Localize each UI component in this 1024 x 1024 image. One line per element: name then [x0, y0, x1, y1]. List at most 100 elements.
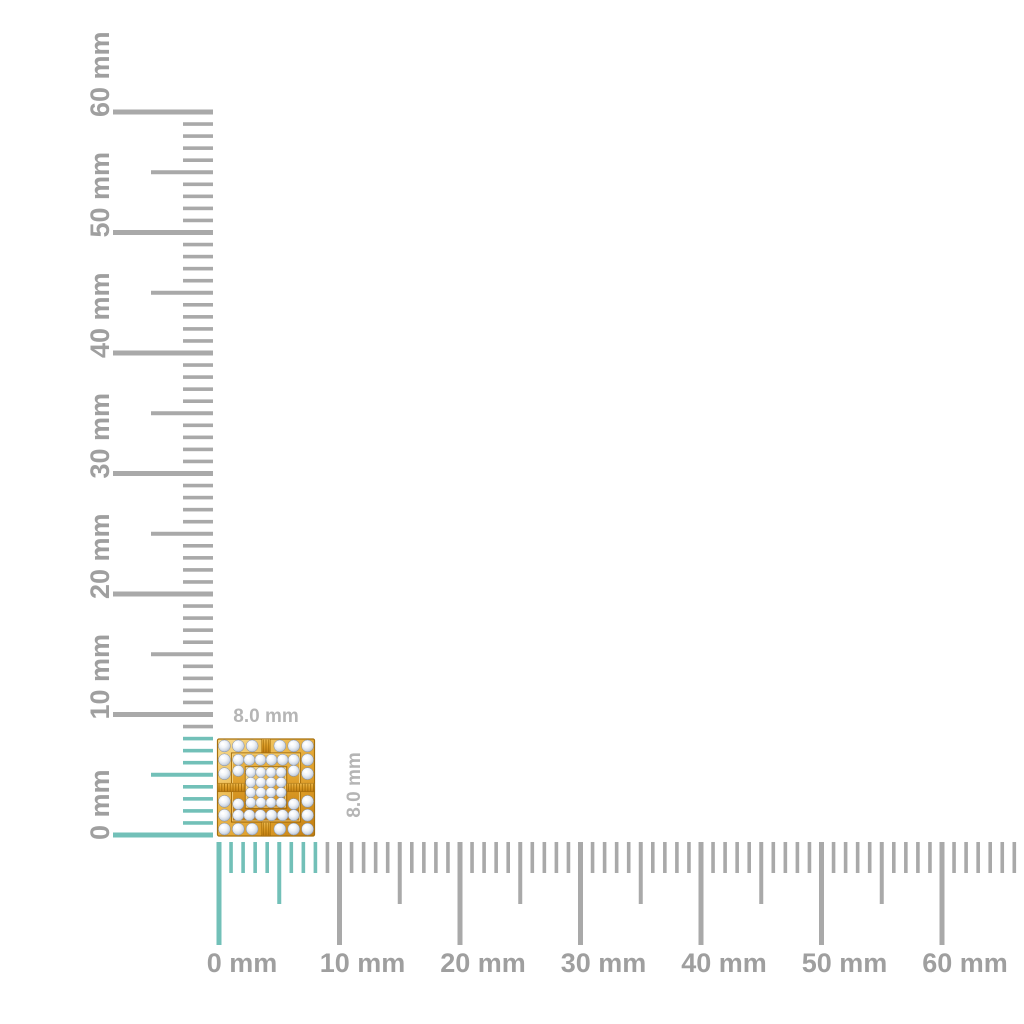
v-minor-tick	[183, 447, 213, 452]
diamond-stone	[275, 766, 287, 778]
h-medium-tick	[518, 842, 523, 904]
diamond-sparkle	[257, 811, 261, 815]
v-minor-tick	[183, 122, 213, 126]
v-minor-tick	[183, 507, 213, 512]
diamond-stone	[265, 809, 278, 822]
h-medium-tick	[759, 842, 764, 904]
h-minor-tick	[904, 842, 908, 873]
v-ruler-label: 20 mm	[85, 513, 115, 599]
diamond-sparkle	[304, 811, 308, 815]
diamond-sparkle	[257, 799, 261, 803]
diamond-stone	[301, 753, 314, 767]
item-height-label: 8.0 mm	[344, 752, 365, 817]
v-minor-tick	[183, 134, 213, 138]
diamond-sparkle	[235, 800, 239, 804]
h-minor-tick	[506, 842, 510, 873]
diamond-sparkle	[257, 779, 261, 782]
diamond-stone	[265, 797, 277, 809]
h-minor-tick	[771, 842, 776, 873]
diamond-stone	[265, 766, 277, 778]
diamond-sparkle	[221, 742, 225, 746]
h-minor-tick	[867, 842, 872, 873]
dimension-annotations: 8.0 mm 8.0 mm	[233, 706, 365, 818]
h-minor-tick	[325, 842, 330, 873]
diamond-stone	[301, 739, 314, 753]
v-ruler-label: 10 mm	[85, 634, 115, 720]
h-major-tick	[939, 842, 945, 945]
v-major-tick	[113, 109, 213, 115]
diamond-stone	[275, 776, 287, 788]
v-minor-tick	[183, 640, 213, 644]
h-minor-tick	[663, 842, 667, 873]
v-minor-tick	[183, 194, 213, 199]
milled-divider	[217, 782, 246, 793]
h-minor-tick	[783, 842, 788, 873]
diamond-sparkle	[247, 779, 251, 782]
v-minor-tick	[183, 797, 213, 801]
diamond-stone	[275, 787, 287, 798]
v-minor-tick	[183, 423, 213, 428]
v-minor-tick	[183, 568, 213, 572]
h-major-tick	[698, 842, 704, 945]
diamond-sparkle	[221, 825, 225, 829]
v-minor-tick	[183, 266, 213, 271]
diamond-stone	[301, 822, 314, 836]
h-major-tick	[337, 842, 342, 945]
diamond-stone	[218, 739, 231, 753]
v-minor-tick	[183, 387, 213, 391]
v-minor-tick	[183, 760, 213, 765]
v-minor-tick	[183, 580, 213, 584]
diamond-sparkle	[279, 756, 283, 760]
v-minor-tick	[183, 519, 213, 524]
vertical-ruler: 0 mm 10 mm 20 mm 30 mm 40 mm 50 mm 60 mm	[85, 31, 213, 840]
h-minor-tick	[349, 842, 354, 873]
v-minor-tick	[183, 736, 213, 741]
v-minor-tick	[183, 435, 213, 440]
v-minor-tick	[183, 676, 213, 681]
v-major-tick	[113, 832, 213, 838]
diamond-stone	[265, 753, 278, 766]
v-minor-tick	[183, 363, 213, 367]
v-minor-tick	[183, 495, 213, 500]
h-major-tick	[216, 842, 222, 945]
h-minor-tick	[687, 842, 691, 873]
v-minor-tick	[183, 688, 213, 693]
diamond-stone	[255, 766, 267, 778]
v-minor-tick	[183, 604, 213, 608]
v-minor-tick	[183, 158, 213, 162]
diamond-sparkle	[248, 742, 252, 746]
v-minor-tick	[183, 146, 213, 150]
diamond-stone	[232, 822, 245, 836]
diamond-stone	[287, 753, 300, 766]
v-minor-tick	[183, 327, 213, 331]
h-minor-tick	[916, 842, 920, 873]
v-major-tick	[113, 712, 213, 717]
diamond-sparkle	[257, 789, 261, 793]
v-minor-tick	[183, 278, 213, 283]
v-ruler-label: 30 mm	[85, 393, 115, 479]
h-minor-tick	[265, 842, 269, 873]
h-medium-tick	[397, 842, 402, 904]
milled-divider	[261, 821, 271, 837]
diamond-stone	[218, 753, 231, 767]
v-minor-tick	[183, 242, 213, 247]
h-medium-tick	[277, 842, 282, 904]
h-major-tick	[457, 842, 463, 945]
h-minor-tick	[614, 842, 619, 873]
v-ruler-label: 40 mm	[85, 272, 115, 358]
v-minor-tick	[183, 254, 213, 259]
diamond-stone	[245, 766, 257, 778]
diamond-stone	[218, 822, 231, 836]
diamond-stone	[301, 767, 314, 780]
h-minor-tick	[422, 842, 426, 873]
diamond-stone	[273, 739, 287, 753]
h-ruler-label: 10 mm	[320, 948, 406, 978]
h-minor-tick	[289, 842, 294, 873]
diamond-stone	[218, 795, 231, 808]
gold-tier-3-highlight	[246, 767, 286, 808]
diamond-stone	[243, 753, 256, 766]
diamond-stone	[245, 797, 257, 809]
diamond-stone	[254, 753, 267, 766]
h-minor-tick	[928, 842, 932, 873]
